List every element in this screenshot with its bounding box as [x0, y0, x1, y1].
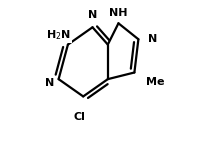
Text: N: N — [45, 78, 54, 88]
Text: Me: Me — [146, 77, 164, 87]
Text: N: N — [148, 34, 157, 44]
Text: NH: NH — [109, 8, 128, 18]
Text: N: N — [88, 10, 97, 20]
Text: H$_2$N: H$_2$N — [46, 28, 71, 42]
Text: Cl: Cl — [74, 112, 86, 122]
